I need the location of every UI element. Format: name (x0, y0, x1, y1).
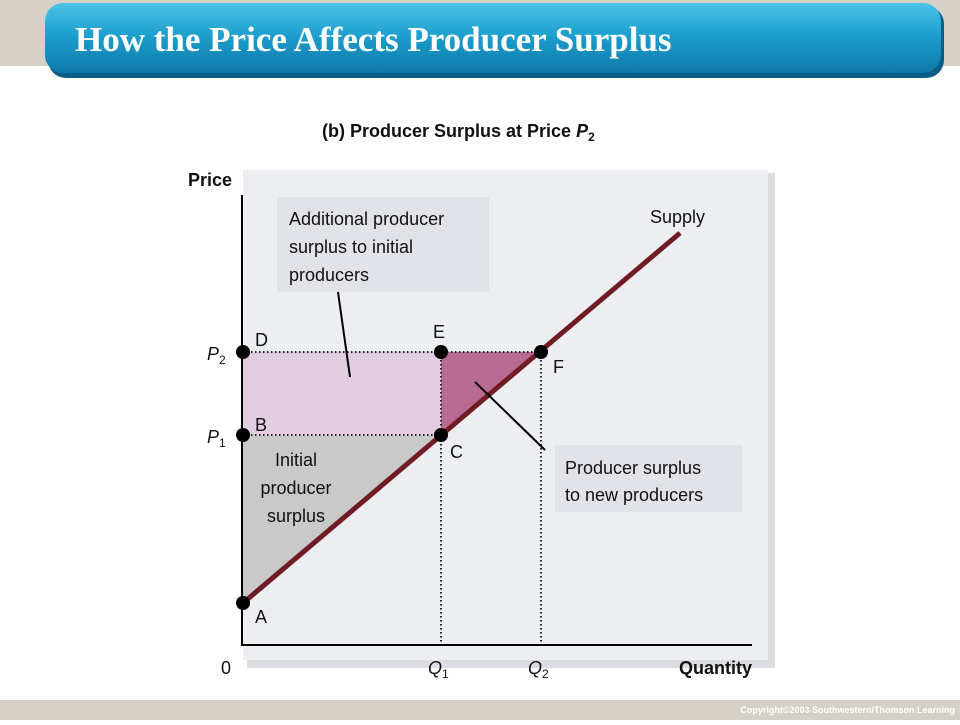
pointer (337, 291, 351, 378)
annotation-line: producer (260, 478, 331, 498)
subtitle-text: (b) Producer Surplus at Price (322, 121, 576, 141)
header-bar (45, 3, 941, 73)
quantity-var: Q (428, 658, 442, 678)
quantity-label: Q1 (428, 658, 449, 681)
annotation-line: Producer surplus (565, 458, 701, 478)
annotation-line: Additional producer (289, 209, 444, 229)
subtitle: (b) Producer Surplus at Price P2 (322, 121, 595, 144)
price-sub: 2 (219, 353, 226, 367)
point-dot (434, 345, 448, 359)
annotation-line: to new producers (565, 485, 703, 505)
point-dot (434, 428, 448, 442)
annotation-line: surplus to initial (289, 237, 413, 257)
quantity-sub: 1 (442, 667, 449, 681)
price-var: P (207, 427, 219, 447)
price-label: P2 (207, 344, 226, 367)
origin-label: 0 (221, 658, 231, 678)
point-label: B (255, 415, 267, 435)
quantity-sub: 2 (542, 667, 549, 681)
annotation-box (555, 445, 742, 512)
curve-label: Supply (650, 207, 705, 227)
point-label: D (255, 330, 268, 350)
annotation-line: Initial (275, 450, 317, 470)
point-label: A (255, 607, 267, 627)
bottom-band (0, 700, 960, 720)
subtitle-sub: 2 (588, 130, 595, 144)
price-label: P1 (207, 427, 226, 450)
quantity-var: Q (528, 658, 542, 678)
supply-curve (241, 231, 682, 605)
y-axis-label: Price (188, 170, 232, 190)
point-dot (236, 596, 250, 610)
point-label: E (433, 322, 445, 342)
annotation-line: producers (289, 265, 369, 285)
additional-surplus-area (243, 352, 441, 435)
point-dot (236, 428, 250, 442)
price-sub: 1 (219, 436, 226, 450)
point-dot (236, 345, 250, 359)
annotation-box (277, 197, 489, 292)
quantity-label: Q2 (528, 658, 549, 681)
copyright: Copyright©2003 Southwestern/Thomson Lear… (740, 705, 955, 715)
price-var: P (207, 344, 219, 364)
point-label: F (553, 357, 564, 377)
subtitle-var: P (576, 121, 589, 141)
title: How the Price Affects Producer Surplus (75, 20, 672, 59)
x-axis-label: Quantity (679, 658, 752, 678)
pointer (474, 381, 546, 451)
annotation-line: surplus (267, 506, 325, 526)
point-dot (534, 345, 548, 359)
point-label: C (450, 442, 463, 462)
